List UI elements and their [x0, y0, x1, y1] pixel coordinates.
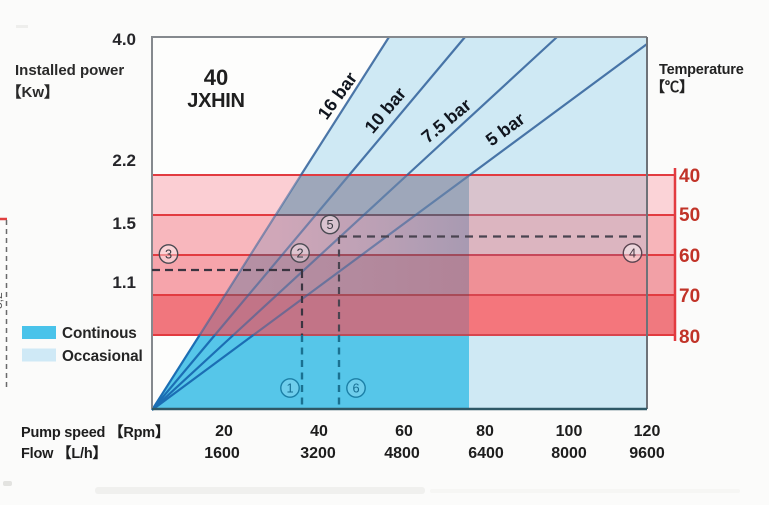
svg-text:Installed power: Installed power: [15, 62, 124, 79]
svg-text:2.2: 2.2: [112, 151, 136, 170]
svg-text:120: 120: [634, 423, 661, 440]
svg-text:40: 40: [679, 166, 700, 187]
svg-text:60: 60: [395, 423, 413, 440]
svg-text:Occasional: Occasional: [62, 348, 143, 365]
svg-text:5: 5: [326, 217, 333, 232]
svg-text:8000: 8000: [551, 445, 587, 462]
svg-text:60: 60: [679, 246, 700, 267]
svg-text:70: 70: [679, 286, 700, 307]
svg-text:1.5: 1.5: [112, 214, 136, 233]
svg-text:4800: 4800: [384, 445, 420, 462]
svg-text:【℃】: 【℃】: [651, 79, 694, 96]
svg-text:50: 50: [679, 205, 700, 226]
svg-text:2: 2: [296, 246, 303, 261]
svg-text:Continous: Continous: [62, 325, 137, 342]
svg-text:6400: 6400: [468, 445, 504, 462]
svg-text:Pump speed 【Rpm】: Pump speed 【Rpm】: [21, 424, 169, 441]
svg-text:20: 20: [215, 423, 233, 440]
svg-text:6: 6: [352, 381, 359, 396]
svg-text:3,2: 3,2: [0, 292, 5, 309]
svg-text:1: 1: [286, 381, 293, 396]
svg-text:100: 100: [556, 423, 583, 440]
svg-text:1600: 1600: [204, 445, 240, 462]
svg-text:Temperature: Temperature: [659, 62, 744, 78]
svg-text:3200: 3200: [300, 445, 336, 462]
svg-text:JXHIN: JXHIN: [187, 90, 244, 112]
svg-text:40: 40: [204, 65, 228, 90]
svg-text:4.0: 4.0: [112, 30, 136, 49]
svg-text:80: 80: [679, 327, 700, 348]
svg-text:Flow 【L/h】: Flow 【L/h】: [21, 445, 107, 462]
svg-text:3: 3: [165, 247, 172, 262]
svg-text:4: 4: [629, 246, 636, 261]
svg-text:【Kw】: 【Kw】: [7, 83, 60, 101]
svg-text:80: 80: [476, 423, 494, 440]
svg-text:40: 40: [310, 423, 328, 440]
svg-text:9600: 9600: [629, 445, 665, 462]
svg-text:1.1: 1.1: [112, 273, 136, 292]
